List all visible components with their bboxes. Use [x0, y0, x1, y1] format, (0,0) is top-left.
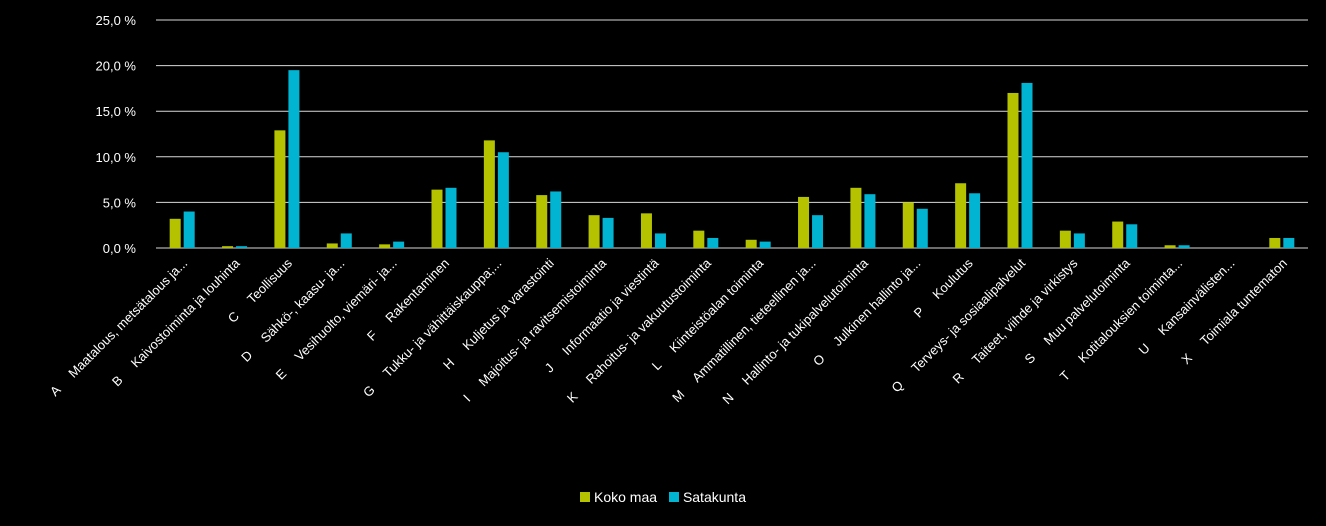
- y-tick-label: 25,0 %: [96, 13, 137, 28]
- y-tick-label: 20,0 %: [96, 59, 137, 74]
- bar-satakunta: [393, 241, 405, 248]
- bar-koko-maa: [1059, 230, 1071, 248]
- bar-koko-maa: [1007, 92, 1019, 249]
- bar-satakunta: [550, 191, 562, 248]
- bar-satakunta: [340, 233, 352, 248]
- bar-satakunta: [497, 152, 509, 248]
- bar-satakunta: [236, 246, 248, 248]
- x-tick-label: O Julkinen hallinto ja...: [810, 256, 923, 369]
- bar-koko-maa: [274, 130, 286, 248]
- bar-koko-maa: [955, 183, 967, 248]
- x-tick-label: S Muu palvelutoiminta: [1022, 255, 1134, 367]
- legend-swatch-koko-maa: [580, 492, 590, 502]
- bar-koko-maa: [379, 244, 391, 248]
- y-tick-label: 5,0 %: [103, 195, 137, 210]
- legend-item-satakunta: Satakunta: [668, 489, 746, 505]
- bar-koko-maa: [902, 202, 914, 248]
- bar-satakunta: [1283, 237, 1295, 248]
- bar-satakunta: [602, 217, 614, 248]
- bar-koko-maa: [745, 239, 757, 248]
- bar-koko-maa: [1269, 237, 1281, 248]
- bar-koko-maa: [640, 213, 652, 248]
- bar-satakunta: [759, 241, 771, 248]
- legend-item-koko-maa: Koko maa: [580, 489, 657, 505]
- bar-koko-maa: [1112, 221, 1124, 248]
- bar-koko-maa: [431, 189, 443, 248]
- bar-koko-maa: [850, 187, 862, 248]
- bar-koko-maa: [326, 243, 338, 248]
- x-tick-label: U Kansainvälisten...: [1136, 256, 1238, 358]
- bar-satakunta: [183, 211, 195, 248]
- y-tick-label: 15,0 %: [96, 104, 137, 119]
- legend-swatch-satakunta: [668, 492, 679, 502]
- bar-satakunta: [654, 233, 666, 248]
- bar-satakunta: [812, 215, 824, 248]
- bar-koko-maa: [536, 195, 548, 248]
- bar-koko-maa: [1164, 245, 1176, 248]
- bar-koko-maa: [169, 218, 181, 248]
- bar-satakunta: [1126, 224, 1138, 248]
- bar-satakunta: [445, 187, 457, 248]
- bar-satakunta: [864, 194, 876, 248]
- bar-koko-maa: [798, 196, 810, 248]
- bar-satakunta: [916, 208, 928, 248]
- legend-label-satakunta: Satakunta: [682, 489, 746, 505]
- bar-koko-maa: [222, 246, 234, 248]
- y-tick-label: 0,0 %: [103, 241, 137, 256]
- bar-koko-maa: [693, 230, 705, 248]
- x-tick-label: D Sähkö-, kaasu- ja...: [238, 256, 347, 365]
- bar-satakunta: [288, 70, 300, 248]
- bar-koko-maa: [483, 140, 495, 248]
- y-tick-label: 10,0 %: [96, 150, 137, 165]
- bar-satakunta: [707, 237, 719, 248]
- legend: Koko maa Satakunta: [0, 489, 1326, 505]
- bar-satakunta: [969, 193, 981, 248]
- bar-satakunta: [1073, 233, 1085, 248]
- bar-satakunta: [1021, 82, 1033, 248]
- bar-koko-maa: [588, 215, 600, 248]
- x-tick-label: X Toimiala tuntematon: [1178, 256, 1290, 368]
- bar-satakunta: [1178, 245, 1190, 248]
- legend-label-koko-maa: Koko maa: [594, 489, 658, 505]
